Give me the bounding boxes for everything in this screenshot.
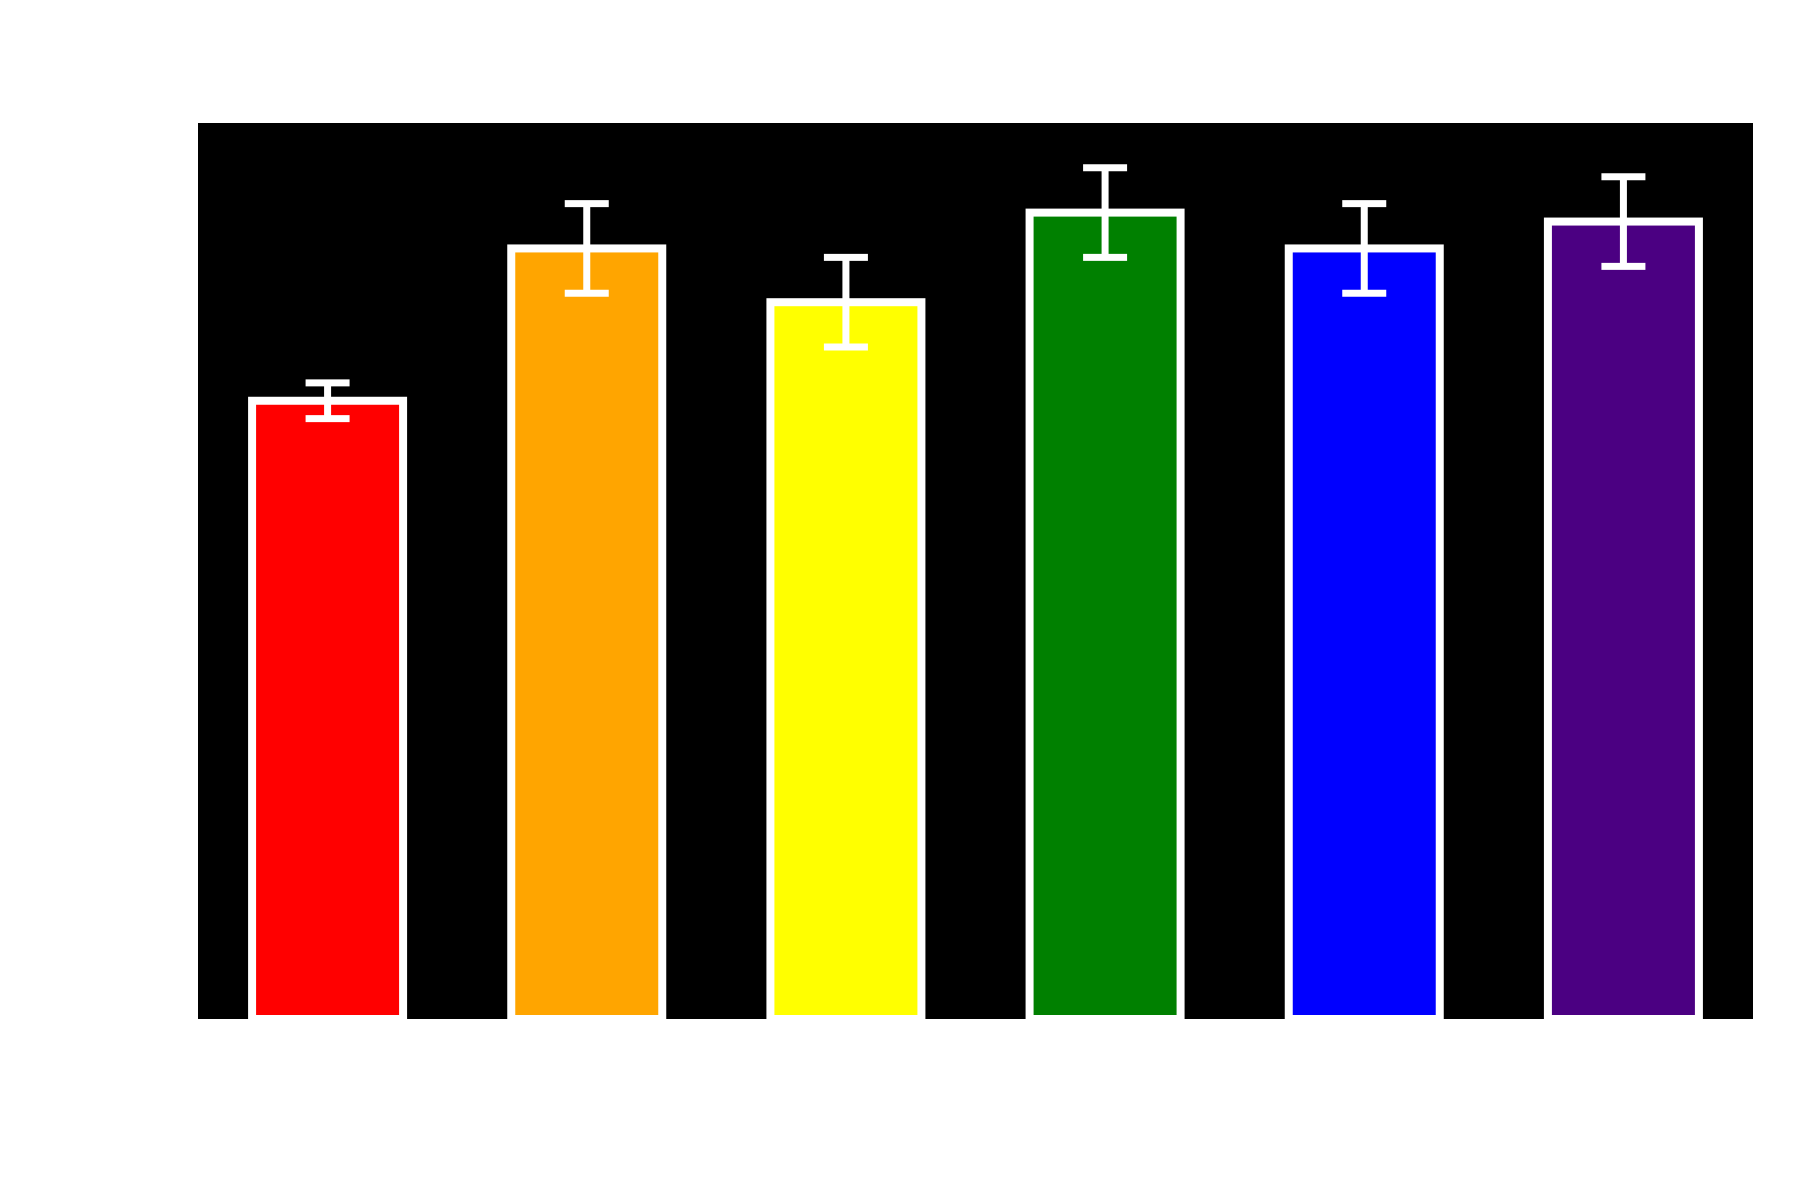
error-bar-4 [1083,164,1128,261]
bar-1 [248,396,408,1023]
bar-5 [1284,244,1444,1023]
error-bar-6 [1601,173,1646,270]
error-bar-3 [823,253,868,351]
error-bar-5 [1342,200,1387,297]
plot-background [198,123,1753,1019]
bar-3 [766,298,926,1023]
bar-4 [1025,208,1185,1024]
error-bar-2 [564,200,609,297]
error-bar-1 [305,379,350,423]
bar-6 [1543,217,1703,1023]
bar-2 [507,244,667,1023]
error-bars-group [305,164,1646,423]
